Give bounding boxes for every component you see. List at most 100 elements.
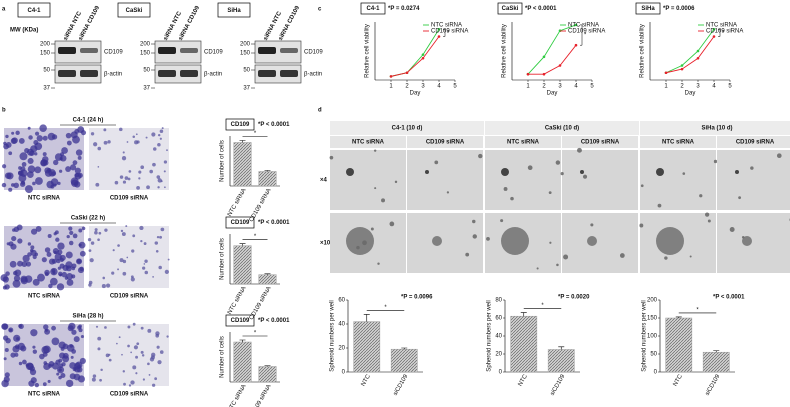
cell <box>164 269 169 274</box>
cell <box>61 271 68 278</box>
error-bar <box>264 273 271 275</box>
cell <box>12 345 20 353</box>
cell <box>117 268 119 271</box>
bar <box>258 171 277 187</box>
cell <box>48 283 53 289</box>
cell <box>163 170 166 173</box>
cell <box>729 227 735 232</box>
cell <box>29 150 35 156</box>
cell <box>738 196 742 200</box>
cell <box>141 354 145 357</box>
x-tick-label: 3 <box>558 84 562 90</box>
y-axis-label: Spheroid numbers per well <box>642 300 648 371</box>
cell <box>43 362 51 371</box>
cell <box>664 256 668 260</box>
cell <box>51 268 56 273</box>
cell <box>381 198 386 203</box>
p-value: *P < 0.0001 <box>713 295 745 301</box>
cell <box>74 167 81 174</box>
cell <box>69 164 77 171</box>
cell <box>18 361 23 366</box>
chart-title: C4-1 <box>366 6 380 12</box>
cell <box>25 362 34 371</box>
group-header <box>640 121 790 135</box>
cell <box>657 203 662 208</box>
cell <box>41 257 47 263</box>
chart-title: SiHa <box>641 6 655 12</box>
cell <box>373 149 377 152</box>
cell <box>133 345 138 350</box>
protein: β-actin <box>304 72 322 78</box>
cell <box>54 230 59 235</box>
band <box>258 47 276 54</box>
cell <box>22 254 30 263</box>
sig-bracket <box>580 24 583 46</box>
cell <box>64 276 69 280</box>
cell <box>27 242 32 246</box>
cell <box>776 153 782 159</box>
cell <box>88 283 92 287</box>
cell-line-box <box>17 2 51 18</box>
cell <box>62 352 69 359</box>
cell <box>37 273 45 282</box>
cell <box>101 284 106 289</box>
cell-line: CaSki <box>126 8 143 14</box>
cell <box>30 329 38 337</box>
cell <box>156 345 160 349</box>
x-axis-label: Day <box>547 91 558 97</box>
legend-label: NTC siRNA <box>568 23 599 29</box>
cell <box>51 337 60 346</box>
cell <box>43 324 49 330</box>
cell <box>128 170 132 173</box>
cell <box>80 130 87 136</box>
error-bar <box>239 140 246 143</box>
error-bar <box>558 346 565 350</box>
cell <box>127 325 131 329</box>
spheroid <box>346 227 374 255</box>
cell <box>132 234 136 238</box>
legend-label: CD109 siRNA <box>431 29 468 35</box>
mw-marker: 50 <box>243 68 250 74</box>
cell <box>65 166 72 172</box>
cell <box>582 174 588 179</box>
cell <box>95 325 99 328</box>
cell <box>53 159 59 166</box>
x-tick-label: 4 <box>574 84 578 90</box>
cell <box>71 329 77 335</box>
cell <box>48 169 56 177</box>
cell <box>97 336 102 341</box>
cell <box>389 221 395 227</box>
y-tick-label: 20 <box>338 346 345 352</box>
error-bar <box>675 316 682 318</box>
cell <box>163 160 168 164</box>
micrograph <box>330 150 406 210</box>
mw-marker: 37 <box>43 86 50 92</box>
cell <box>61 147 68 154</box>
micrograph <box>89 226 169 288</box>
cell <box>136 185 140 190</box>
cell <box>75 361 83 369</box>
cell <box>13 182 19 189</box>
cell <box>102 276 106 280</box>
cell <box>51 258 58 264</box>
micrograph <box>407 150 483 210</box>
cell <box>106 283 111 288</box>
mw-marker: 200 <box>240 42 251 48</box>
cell <box>156 175 161 179</box>
cell <box>159 235 163 239</box>
cell <box>750 166 754 170</box>
column-label: NTC siRNA <box>352 140 385 146</box>
y-axis-label: Number of cells <box>220 140 226 182</box>
cell <box>34 152 38 156</box>
band <box>180 70 198 77</box>
x-tick-label: CD109 siRNA <box>249 384 273 407</box>
cell <box>119 127 123 132</box>
cell <box>43 345 51 354</box>
significance: * <box>254 331 257 337</box>
cell <box>12 279 21 288</box>
cell <box>97 238 100 242</box>
cell <box>560 172 564 176</box>
micrograph-label: CD109 siRNA <box>110 294 149 300</box>
spheroid <box>656 227 684 255</box>
cell <box>123 382 126 386</box>
